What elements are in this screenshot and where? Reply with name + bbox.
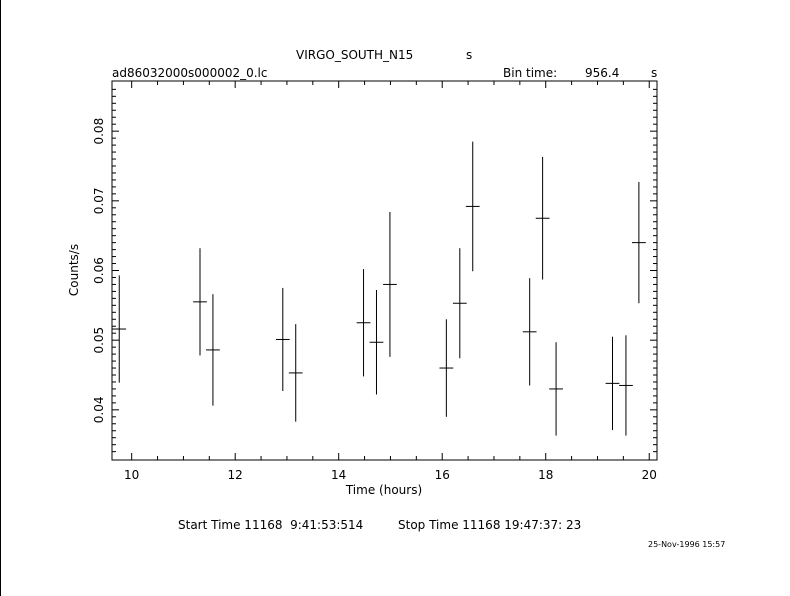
window-left-edge xyxy=(0,0,1,596)
data-point xyxy=(535,156,550,280)
x-tick-label: 10 xyxy=(124,468,139,482)
data-point xyxy=(383,211,397,357)
x-tick-label: 14 xyxy=(331,468,346,482)
plot-frame xyxy=(111,80,658,461)
data-points xyxy=(112,141,646,436)
x-tick-label: 16 xyxy=(435,468,450,482)
data-point xyxy=(632,182,646,304)
data-point xyxy=(206,294,220,406)
x-tick-label: 18 xyxy=(538,468,553,482)
y-axis-label: Counts/s xyxy=(67,244,81,296)
x-ticks: 10 12 14 16 18 20 xyxy=(124,81,657,482)
y-tick-label: 0.07 xyxy=(92,187,106,214)
object-title: VIRGO_SOUTH_N15 xyxy=(296,48,414,62)
x-tick-label: 20 xyxy=(642,468,657,482)
data-point xyxy=(112,275,127,383)
object-title-unit: s xyxy=(466,48,473,62)
data-point xyxy=(465,141,480,272)
y-ticks: 0.04 0.05 0.06 0.07 0.08 xyxy=(92,88,657,453)
data-point xyxy=(193,248,207,356)
y-tick-label: 0.06 xyxy=(92,257,106,284)
data-point xyxy=(452,248,467,359)
y-tick-label: 0.05 xyxy=(92,327,106,354)
data-point xyxy=(522,278,537,386)
plot-timestamp: 25-Nov-1996 15:57 xyxy=(648,540,726,549)
y-tick-label: 0.08 xyxy=(92,118,106,145)
data-point xyxy=(619,335,633,436)
stop-time: Stop Time 11168 19:47:37: 23 xyxy=(398,518,582,532)
data-point xyxy=(605,336,620,431)
data-point xyxy=(549,342,563,436)
start-time: Start Time 11168 9:41:53:514 xyxy=(178,518,364,532)
y-tick-label: 0.04 xyxy=(92,396,106,423)
data-point xyxy=(288,324,303,422)
x-axis-label: Time (hours) xyxy=(345,483,422,497)
x-tick-label: 12 xyxy=(228,468,243,482)
data-point xyxy=(369,290,384,395)
data-point xyxy=(275,287,290,392)
data-point xyxy=(356,269,371,377)
data-point xyxy=(439,319,454,417)
file-name: ad86032000s000002_0.lc xyxy=(112,66,268,80)
bin-time-unit: s xyxy=(651,66,658,80)
bin-time-value: 956.4 xyxy=(585,66,620,80)
bin-time-label: Bin time: xyxy=(503,66,558,80)
